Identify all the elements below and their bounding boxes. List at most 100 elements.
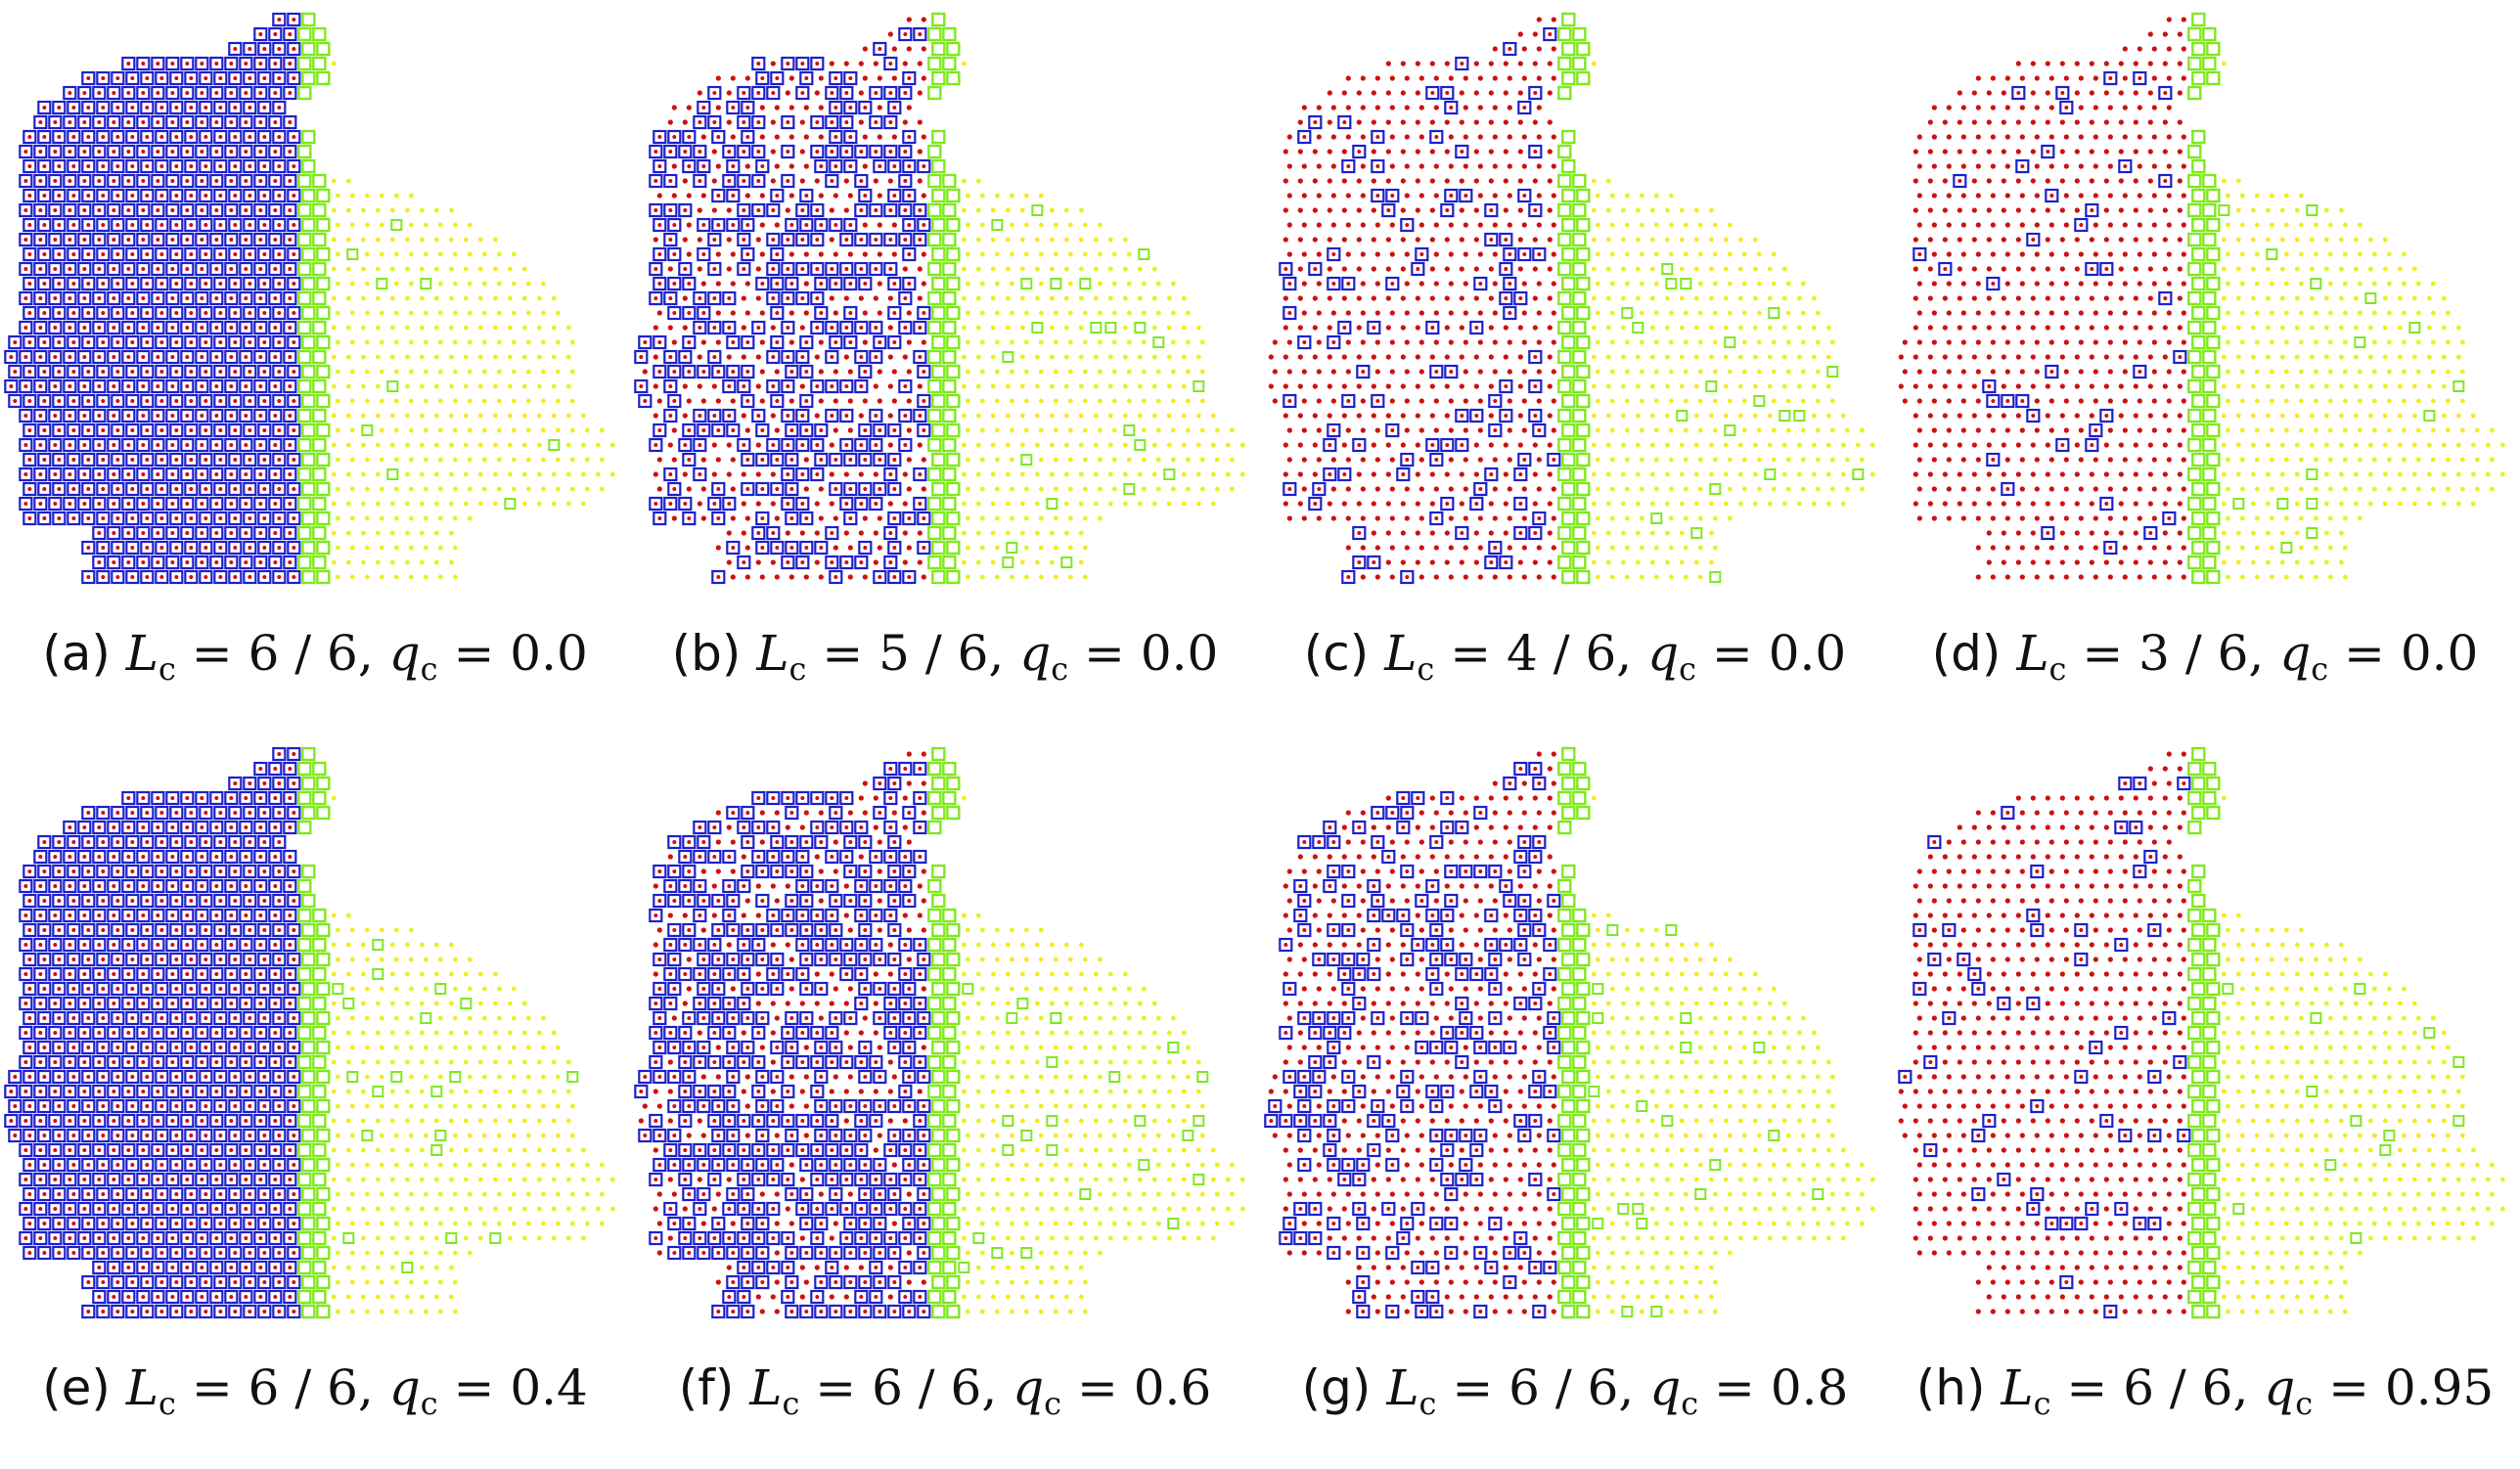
inactive-point: [1521, 46, 1527, 52]
active-point: [1484, 232, 1499, 247]
inactive-point: [715, 251, 721, 257]
far-point: [1771, 486, 1777, 492]
boundary-point: [2202, 378, 2217, 394]
far-point: [331, 471, 337, 477]
inactive-point: [1477, 251, 1483, 257]
far-point: [2397, 383, 2403, 389]
far-point: [525, 457, 531, 463]
inactive-point: [1488, 354, 1494, 360]
active-point: [1484, 202, 1499, 218]
caption-space: [741, 625, 756, 682]
inactive-point: [770, 178, 776, 184]
inactive-point: [2074, 501, 2080, 507]
active-point: [243, 158, 257, 174]
far-point: [379, 515, 384, 521]
active-point: [1400, 569, 1415, 585]
active-point: [125, 569, 140, 585]
active-point: [213, 158, 228, 174]
far-point: [1155, 398, 1161, 404]
active-point: [268, 496, 283, 512]
inactive-point: [1286, 427, 1292, 433]
active-point: [63, 849, 77, 865]
inactive-point: [1547, 295, 1552, 301]
active-point: [228, 423, 243, 438]
boundary-point: [1561, 569, 1576, 585]
far-point: [2485, 471, 2491, 477]
far-point: [463, 971, 469, 977]
caption-equals: =: [437, 625, 511, 682]
far-point: [1005, 266, 1011, 272]
far-point: [1800, 369, 1806, 375]
far-point: [2401, 310, 2407, 316]
far-point: [1170, 398, 1176, 404]
active-point: [125, 334, 140, 350]
active-point: [257, 922, 272, 938]
active-point: [213, 246, 228, 262]
active-point: [843, 511, 858, 526]
active-point: [209, 525, 224, 541]
far-point: [2239, 574, 2245, 580]
active-point: [2143, 525, 2158, 541]
active-point: [48, 908, 63, 923]
inactive-point: [1433, 193, 1439, 199]
far-point: [1679, 559, 1685, 565]
active-point: [283, 467, 297, 482]
far-point: [1019, 295, 1025, 301]
far-point: [467, 957, 472, 962]
far-point: [994, 339, 1000, 345]
active-point: [224, 849, 239, 865]
far-point: [349, 1015, 355, 1021]
boundary-point: [942, 232, 957, 247]
far-point: [437, 515, 443, 521]
inactive-point: [1990, 574, 1996, 580]
active-point: [887, 276, 902, 291]
active-point: [228, 246, 243, 262]
active-point: [726, 158, 741, 174]
inactive-point: [671, 163, 677, 169]
inactive-point: [1975, 222, 1981, 228]
far-point: [1009, 398, 1014, 404]
far-point: [1624, 457, 1630, 463]
active-point: [195, 173, 209, 189]
far-point: [1796, 442, 1802, 448]
far-point: [2298, 281, 2304, 287]
active-point: [287, 12, 301, 27]
far-point: [1624, 574, 1630, 580]
inactive-point: [1975, 105, 1981, 111]
far-point: [404, 413, 410, 419]
far-point: [2441, 383, 2447, 389]
active-point: [224, 349, 239, 365]
inactive-point: [1986, 119, 1992, 125]
active-point: [121, 290, 136, 306]
boundary-point: [2187, 496, 2202, 512]
inactive-point: [1927, 149, 1933, 155]
far-point: [1697, 486, 1703, 492]
active-point: [707, 320, 722, 335]
inactive-point: [1547, 559, 1552, 565]
inactive-point: [1429, 501, 1435, 507]
far-point: [496, 398, 502, 404]
far-point: [433, 383, 439, 389]
inactive-point: [1429, 295, 1435, 301]
inactive-point: [1990, 75, 1996, 81]
boundary-point: [1557, 408, 1572, 423]
inactive-point: [1975, 574, 1981, 580]
inactive-point: [1942, 119, 1948, 125]
active-point: [33, 320, 48, 335]
inactive-point: [1551, 339, 1556, 345]
boundary-point: [927, 202, 942, 218]
far-point: [2353, 295, 2359, 301]
active-point: [287, 423, 301, 438]
active-point: [199, 922, 213, 938]
far-point: [2470, 471, 2476, 477]
far-point: [393, 398, 399, 404]
active-point: [37, 129, 52, 145]
far-point: [2474, 427, 2480, 433]
active-point: [755, 70, 770, 86]
active-point: [253, 408, 268, 423]
inactive-point: [1418, 193, 1424, 199]
inactive-point: [1272, 398, 1278, 404]
inactive-point: [1389, 339, 1395, 345]
active-point: [81, 70, 96, 86]
inactive-point: [2048, 222, 2054, 228]
